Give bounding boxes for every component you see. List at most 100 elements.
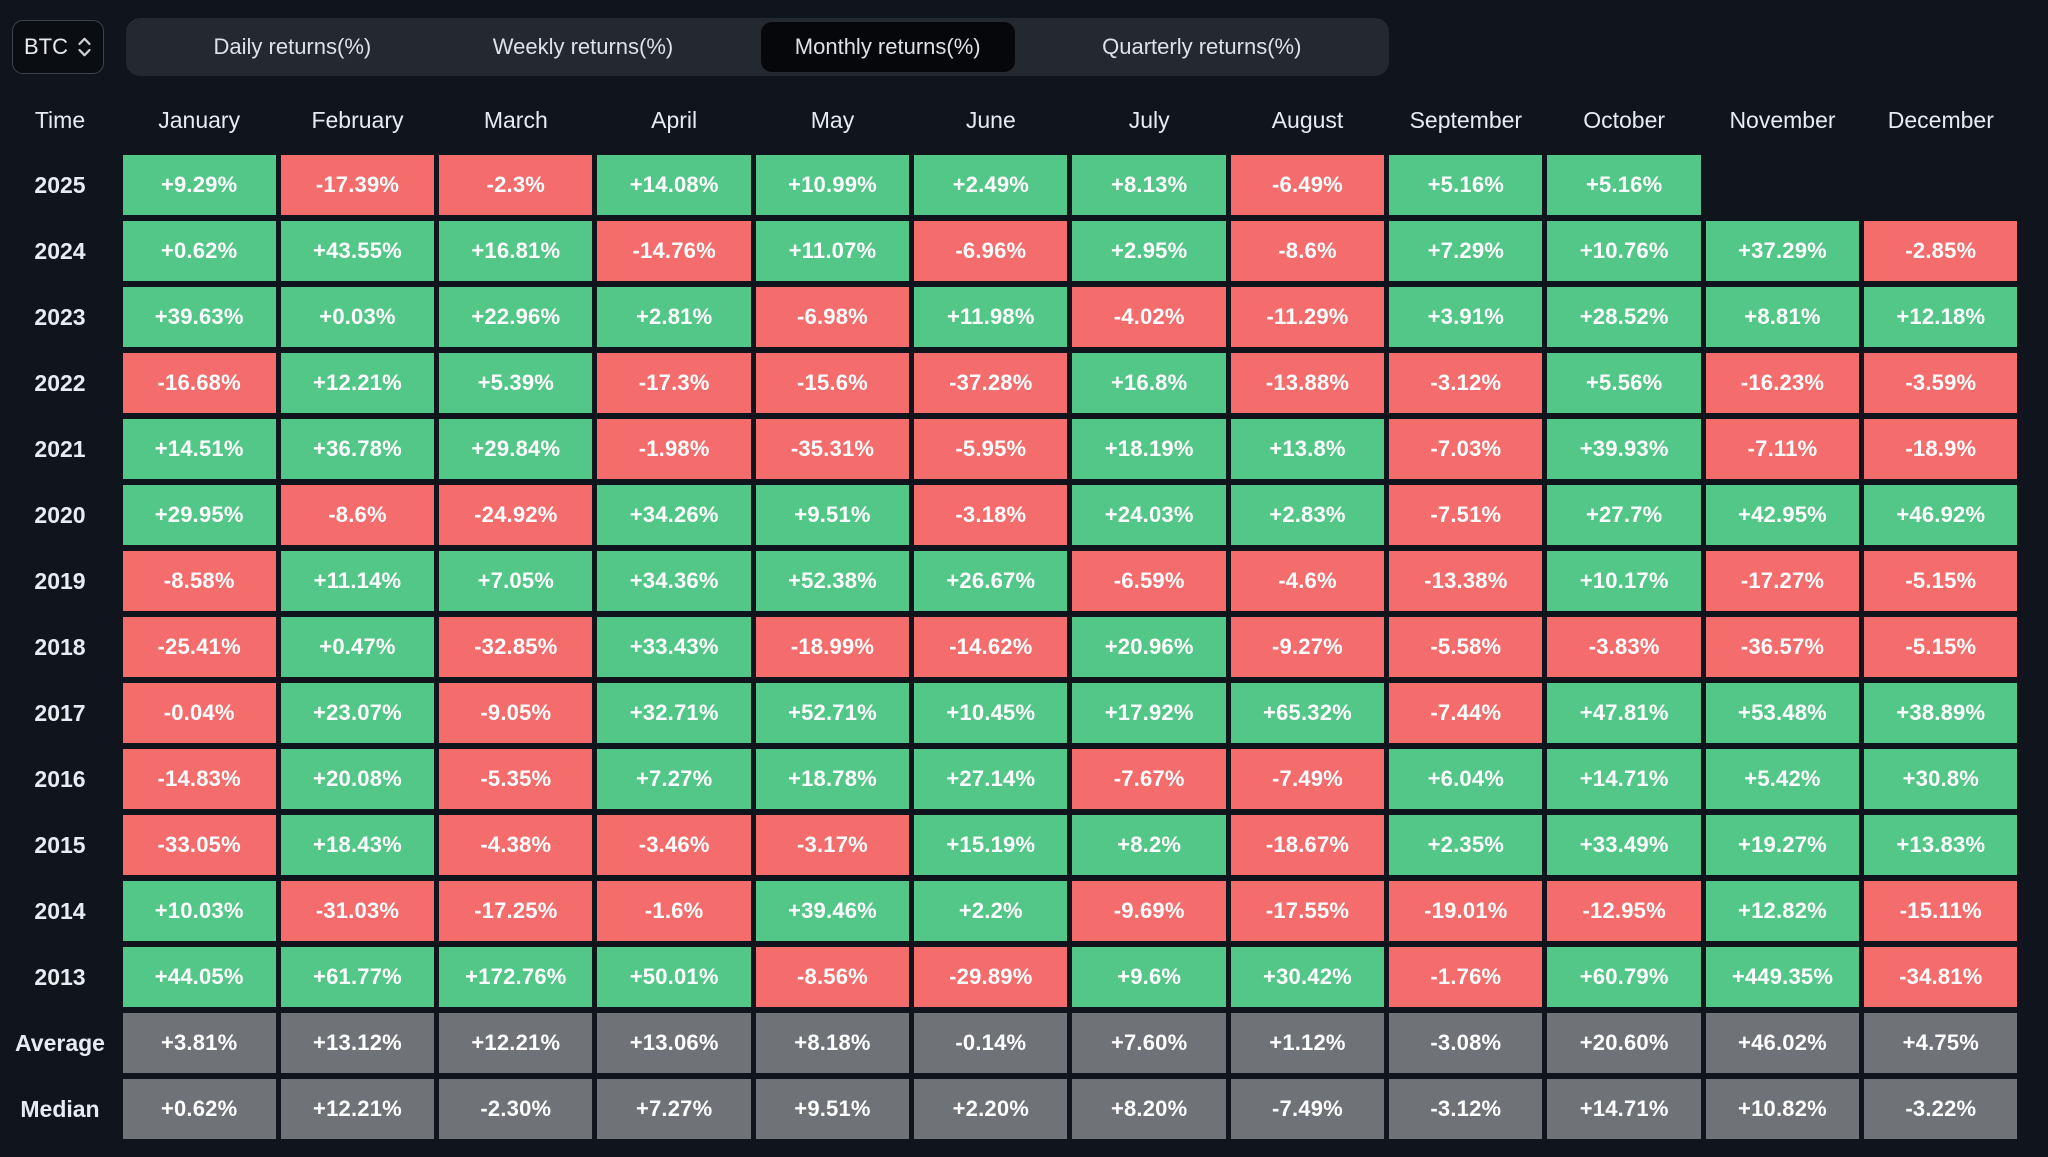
row-2013: 2013 +44.05% +61.77% +172.76% +50.01% -8.56% -…: [0, 944, 2020, 1010]
returns-cell: -3.12%: [1389, 1079, 1543, 1139]
tab-daily[interactable]: Daily returns(%): [213, 34, 372, 59]
empty-cell: [1706, 155, 1859, 215]
returns-cell: +50.01%: [597, 947, 751, 1007]
returns-cell: -8.6%: [1230, 221, 1385, 281]
returns-cell: -0.14%: [914, 1013, 1068, 1073]
returns-cell: +10.45%: [914, 683, 1068, 743]
returns-cell: -8.6%: [280, 485, 435, 545]
returns-cell: +53.48%: [1705, 683, 1860, 743]
returns-cell: +52.38%: [755, 551, 910, 611]
returns-cell: +28.52%: [1547, 287, 1701, 347]
returns-cell: -18.67%: [1230, 815, 1385, 875]
symbol-select[interactable]: BTC: [12, 20, 104, 74]
returns-cell: -15.6%: [755, 353, 910, 413]
column-header-february: February: [311, 106, 404, 133]
returns-cell: +14.08%: [597, 155, 751, 215]
returns-cell: -8.58%: [122, 551, 276, 611]
returns-cell: -31.03%: [280, 881, 435, 941]
returns-cell: +7.05%: [439, 551, 593, 611]
returns-cell: -3.83%: [1547, 617, 1701, 677]
returns-cell: -5.35%: [439, 749, 593, 809]
row-label: 2024: [34, 237, 86, 264]
returns-cell: +27.7%: [1547, 485, 1701, 545]
returns-cell: -7.44%: [1389, 683, 1543, 743]
row-average: Average +3.81% +13.12% +12.21% +13.06% +8.18%…: [0, 1010, 2020, 1076]
returns-cell: -16.68%: [122, 353, 276, 413]
returns-cell: -9.27%: [1230, 617, 1385, 677]
returns-cell: -18.99%: [755, 617, 910, 677]
returns-cell: -34.81%: [1864, 947, 2018, 1007]
returns-cell: +7.60%: [1072, 1013, 1226, 1073]
returns-cell: -17.3%: [597, 353, 751, 413]
returns-cell: +65.32%: [1230, 683, 1385, 743]
returns-cell: +9.51%: [755, 485, 910, 545]
returns-cell: -6.59%: [1072, 551, 1226, 611]
returns-cell: +18.19%: [1072, 419, 1226, 479]
returns-cell: +52.71%: [755, 683, 910, 743]
returns-cell: +5.42%: [1705, 749, 1860, 809]
row-2025: 2025 +9.29% -17.39% -2.3% +14.08% +10.99% +2.4…: [0, 152, 2020, 218]
row-label: 2025: [34, 171, 86, 198]
returns-cell: +39.93%: [1547, 419, 1701, 479]
row-label: 2022: [34, 369, 86, 396]
returns-cell: +33.43%: [597, 617, 751, 677]
returns-cell: +13.12%: [280, 1013, 435, 1073]
returns-cell: -1.76%: [1389, 947, 1543, 1007]
returns-cell: +2.95%: [1072, 221, 1226, 281]
row-2014: 2014 +10.03% -31.03% -17.25% -1.6% +39.46% +2.…: [0, 878, 2020, 944]
returns-cell: -9.69%: [1072, 881, 1226, 941]
returns-cell: +18.43%: [280, 815, 435, 875]
returns-cell: +12.21%: [280, 1079, 435, 1139]
returns-cell: +44.05%: [122, 947, 276, 1007]
returns-cell: +4.75%: [1864, 1013, 2018, 1073]
returns-cell: +32.71%: [597, 683, 751, 743]
returns-cell: +14.51%: [122, 419, 276, 479]
returns-cell: +43.55%: [280, 221, 435, 281]
column-header-april: April: [651, 106, 698, 133]
returns-cell: +172.76%: [439, 947, 593, 1007]
returns-cell: -9.05%: [439, 683, 593, 743]
returns-cell: -35.31%: [755, 419, 910, 479]
column-header-november: November: [1729, 106, 1836, 133]
returns-cell: -3.46%: [597, 815, 751, 875]
column-header-march: March: [483, 106, 548, 133]
returns-cell: -7.67%: [1072, 749, 1226, 809]
row-2015: 2015 -33.05% +18.43% -4.38% -3.46% -3.17% +15.…: [0, 812, 2020, 878]
returns-cell: +10.82%: [1705, 1079, 1860, 1139]
returns-cell: -8.56%: [755, 947, 910, 1007]
returns-cell: +15.19%: [914, 815, 1068, 875]
column-header-september: September: [1409, 106, 1523, 133]
tab-weekly[interactable]: Weekly returns(%): [492, 34, 674, 59]
returns-cell: +16.81%: [439, 221, 593, 281]
returns-cell: -3.22%: [1864, 1079, 2018, 1139]
returns-cell: +60.79%: [1547, 947, 1701, 1007]
returns-cell: -5.15%: [1864, 551, 2018, 611]
returns-cell: -0.04%: [122, 683, 276, 743]
returns-cell: -33.05%: [122, 815, 276, 875]
returns-cell: -36.57%: [1705, 617, 1860, 677]
returns-cell: +20.96%: [1072, 617, 1226, 677]
returns-cell: +16.8%: [1072, 353, 1226, 413]
returns-cell: +11.07%: [755, 221, 910, 281]
returns-cell: +2.49%: [914, 155, 1068, 215]
returns-cell: -5.15%: [1864, 617, 2018, 677]
tab-monthly[interactable]: Monthly returns(%): [760, 22, 1015, 72]
row-2018: 2018 -25.41% +0.47% -32.85% +33.43% -18.99% -1…: [0, 614, 2020, 680]
returns-cell: +9.51%: [755, 1079, 910, 1139]
returns-cell: -5.58%: [1389, 617, 1543, 677]
returns-cell: -18.9%: [1864, 419, 2018, 479]
returns-cell: -1.98%: [597, 419, 751, 479]
returns-cell: +12.21%: [439, 1013, 593, 1073]
returns-cell: -19.01%: [1389, 881, 1543, 941]
returns-cell: -2.85%: [1864, 221, 2018, 281]
returns-cell: +7.27%: [597, 1079, 751, 1139]
returns-cell: +8.2%: [1072, 815, 1226, 875]
monthly-returns-table: Time January February March April May June Jul…: [0, 88, 2048, 1142]
returns-cell: +9.29%: [122, 155, 276, 215]
row-label: 2016: [34, 765, 86, 792]
returns-cell: +20.60%: [1547, 1013, 1701, 1073]
tab-quarterly[interactable]: Quarterly returns(%): [1102, 34, 1302, 59]
returns-cell: -6.98%: [755, 287, 910, 347]
row-2021: 2021 +14.51% +36.78% +29.84% -1.98% -35.31% -5…: [0, 416, 2020, 482]
returns-cell: +3.81%: [122, 1013, 276, 1073]
